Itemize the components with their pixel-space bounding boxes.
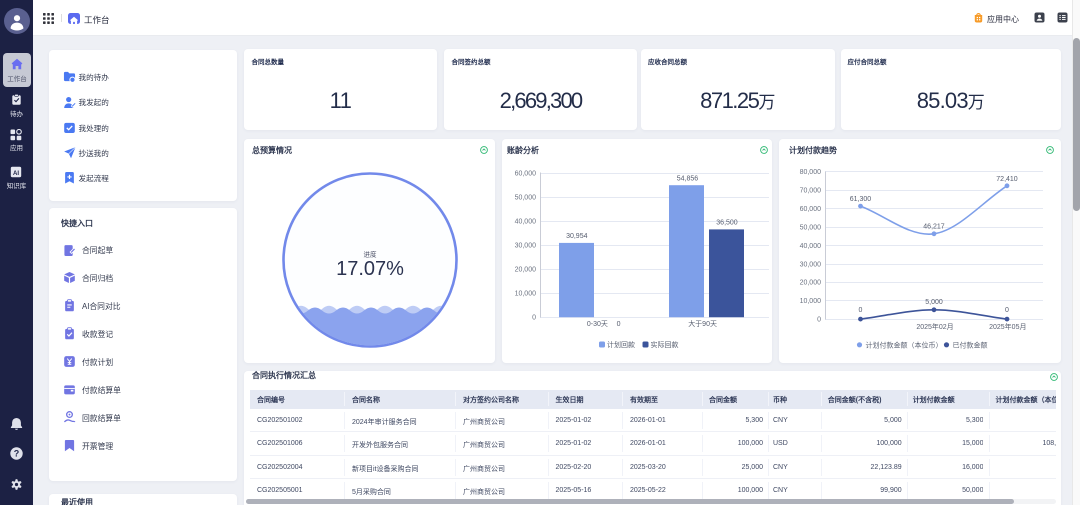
svg-text:36,500: 36,500	[716, 220, 738, 227]
svg-text:54,856: 54,856	[677, 176, 699, 183]
svg-text:?: ?	[14, 449, 20, 459]
svg-text:70,000: 70,000	[800, 188, 822, 195]
svg-text:0: 0	[617, 321, 621, 328]
svg-text:50,000: 50,000	[800, 225, 822, 232]
svg-text:大于90天: 大于90天	[688, 319, 717, 328]
svg-text:实际回款: 实际回款	[651, 340, 679, 349]
svg-text:0: 0	[532, 315, 536, 322]
svg-text:72,410: 72,410	[996, 176, 1018, 183]
svg-text:61,300: 61,300	[850, 196, 872, 203]
svg-text:20,000: 20,000	[800, 280, 822, 287]
svg-text:0: 0	[817, 317, 821, 324]
svg-text:30,954: 30,954	[566, 233, 588, 240]
svg-text:46,217: 46,217	[923, 224, 945, 231]
svg-text:80,000: 80,000	[800, 169, 822, 176]
svg-text:0: 0	[1005, 307, 1009, 314]
svg-text:17.07%: 17.07%	[336, 258, 404, 280]
svg-text:40,000: 40,000	[515, 219, 537, 226]
svg-text:40,000: 40,000	[800, 243, 822, 250]
svg-text:已付款金额: 已付款金额	[953, 340, 988, 349]
svg-text:计划付款金额（本位币）: 计划付款金额（本位币）	[866, 340, 943, 349]
svg-text:60,000: 60,000	[515, 171, 537, 178]
svg-text:进度: 进度	[364, 250, 378, 259]
svg-text:0: 0	[859, 307, 863, 314]
svg-text:计划回款: 计划回款	[607, 340, 635, 349]
svg-text:AI: AI	[13, 171, 19, 177]
svg-text:20,000: 20,000	[515, 267, 537, 274]
svg-text:50,000: 50,000	[515, 195, 537, 202]
svg-text:10,000: 10,000	[800, 298, 822, 305]
svg-text:30,000: 30,000	[800, 262, 822, 269]
svg-text:0-30天: 0-30天	[587, 320, 608, 328]
svg-text:30,000: 30,000	[515, 243, 537, 250]
svg-text:5,000: 5,000	[925, 299, 943, 306]
svg-text:2025年02月: 2025年02月	[916, 322, 953, 331]
svg-text:60,000: 60,000	[800, 206, 822, 213]
svg-text:2025年05月: 2025年05月	[989, 322, 1026, 331]
svg-text:10,000: 10,000	[515, 291, 537, 298]
